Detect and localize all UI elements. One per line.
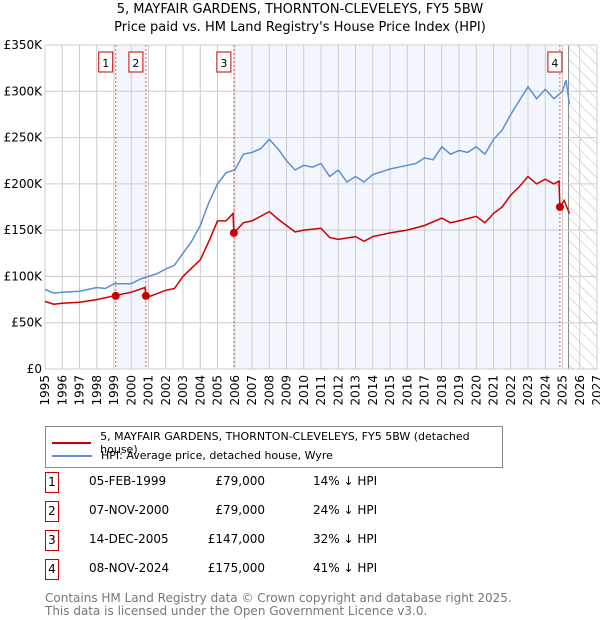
x-tick-label: 1998 [90, 375, 104, 406]
sale-label-4: 4 [551, 57, 558, 70]
sale-price: £175,000 [207, 561, 265, 575]
y-tick-label: £200K [4, 177, 44, 191]
legend-label-hpi: HPI: Average price, detached house, Wyre [101, 449, 333, 462]
y-tick-label: £350K [4, 38, 44, 52]
sale-label-box-1 [98, 51, 114, 73]
chart-subtitle: Price paid vs. HM Land Registry's House … [114, 20, 486, 35]
sale-number: 1 [45, 472, 59, 493]
x-tick-label: 2019 [452, 375, 466, 406]
y-tick-label: £250K [4, 131, 44, 145]
x-tick-label: 2003 [176, 375, 190, 406]
sale-label-1: 1 [102, 57, 109, 70]
y-tick-label: £150K [4, 223, 44, 237]
x-tick-label: 1999 [107, 375, 121, 406]
x-tick-label: 1997 [73, 375, 87, 406]
footer-licence: This data is licensed under the Open Gov… [45, 604, 428, 618]
sale-number: 4 [45, 559, 59, 580]
x-tick-label: 2001 [142, 375, 156, 406]
x-tick-label: 2011 [314, 375, 328, 406]
x-tick-label: 2009 [280, 375, 294, 406]
sale-label-2: 2 [132, 57, 139, 70]
x-tick-label: 1995 [38, 375, 52, 406]
sale-row: 4 08-NOV-2024 £175,000 41% ↓ HPI [45, 559, 445, 580]
sale-date: 07-NOV-2000 [89, 503, 170, 517]
price-chart: 1995 1996 1997 1998 1999 2000 2001 2002 2003 2004… [4, 38, 600, 406]
sale-date: 05-FEB-1999 [89, 474, 167, 488]
legend-swatch-hpi [52, 454, 92, 457]
x-tick-label: 2007 [245, 375, 259, 406]
x-tick-label: 2004 [193, 375, 207, 406]
y-tick-label: £0 [27, 362, 42, 376]
x-tick-label: 2026 [573, 375, 587, 406]
y-tick-label: £50K [11, 316, 43, 330]
x-tick-label: 2027 [590, 375, 600, 406]
x-tick-label: 2006 [228, 375, 242, 406]
x-tick-label: 2024 [538, 375, 552, 406]
sale-row: 1 05-FEB-1999 £79,000 14% ↓ HPI [45, 472, 445, 493]
legend-swatch-property [52, 442, 92, 444]
x-tick-label: 2023 [521, 375, 535, 406]
x-tick-label: 2021 [487, 375, 501, 406]
sale-label-box-2 [128, 51, 144, 73]
y-tick-label: £300K [4, 84, 44, 98]
x-tick-label: 2022 [504, 375, 518, 406]
sale-number: 3 [45, 530, 59, 551]
sale-hpi-diff: 24% ↓ HPI [313, 503, 378, 517]
sale-point-3 [229, 228, 238, 237]
sale-label-3: 3 [220, 57, 227, 70]
x-tick-label: 2016 [400, 375, 414, 406]
sale-price: £147,000 [207, 532, 265, 546]
x-tick-label: 1996 [55, 375, 69, 406]
sale-point-2 [141, 291, 150, 300]
plot-border [44, 44, 598, 370]
chart-title: 5, MAYFAIR GARDENS, THORNTON-CLEVELEYS, … [116, 2, 484, 17]
legend: 5, MAYFAIR GARDENS, THORNTON-CLEVELEYS, … [45, 426, 503, 468]
sale-date: 14-DEC-2005 [89, 532, 169, 546]
sale-point-4 [555, 203, 564, 211]
x-tick-label: 2012 [331, 375, 345, 406]
x-tick-label: 2018 [435, 375, 449, 406]
sale-date: 08-NOV-2024 [89, 561, 170, 575]
x-tick-label: 2013 [349, 375, 363, 406]
x-tick-label: 2015 [383, 375, 397, 406]
sale-point-1 [111, 291, 120, 300]
sale-row: 2 07-NOV-2000 £79,000 24% ↓ HPI [45, 501, 445, 522]
sale-label-box-4 [547, 51, 563, 73]
x-tick-label: 2002 [159, 375, 173, 406]
shaded-region-2 [233, 45, 560, 369]
x-tick-label: 2005 [211, 375, 225, 406]
y-tick-label: £100K [4, 269, 44, 283]
x-tick-label: 2000 [124, 375, 138, 406]
x-tick-label: 2008 [262, 375, 276, 406]
forecast-hatch [568, 45, 597, 369]
x-tick-label: 2025 [556, 375, 570, 406]
sale-label-box-3 [216, 51, 232, 73]
hpi-line [44, 79, 571, 294]
x-tick-label: 2014 [366, 375, 380, 406]
x-tick-label: 2020 [469, 375, 483, 406]
footer-copyright: Contains HM Land Registry data © Crown c… [45, 591, 512, 605]
sale-row: 3 14-DEC-2005 £147,000 32% ↓ HPI [45, 530, 445, 551]
x-tick-label: 2017 [418, 375, 432, 406]
sale-hpi-diff: 14% ↓ HPI [313, 474, 378, 488]
sale-number: 2 [45, 501, 59, 522]
sale-price: £79,000 [215, 503, 265, 517]
legend-label-property: 5, MAYFAIR GARDENS, THORNTON-CLEVELEYS, … [100, 430, 470, 456]
sale-hpi-diff: 32% ↓ HPI [313, 532, 378, 546]
sale-price: £79,000 [215, 474, 265, 488]
sale-hpi-diff: 41% ↓ HPI [313, 561, 378, 575]
x-tick-label: 2010 [297, 375, 311, 406]
